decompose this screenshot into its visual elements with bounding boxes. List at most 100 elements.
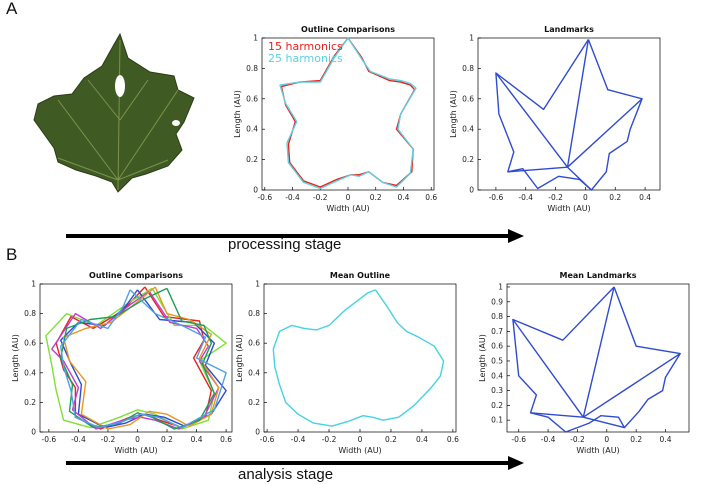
analysis-arrow xyxy=(66,456,524,470)
mean-outline-series-0-line xyxy=(272,289,445,427)
y-tick-label: 0.3 xyxy=(491,386,503,395)
x-tick-label: -0.4 xyxy=(541,435,556,444)
x-tick-label: 0.6 xyxy=(447,435,459,444)
x-tick-label: 0.4 xyxy=(191,435,203,444)
y-axis-label: Length (AU) xyxy=(11,334,20,382)
y-tick-label: 0.7 xyxy=(491,327,503,336)
x-axis-label: Width (AU) xyxy=(338,446,381,455)
outline-comparisons-b-series-5-line xyxy=(60,287,216,430)
landmarks-a-chart: -0.6 -0.4 -0.2 0 0.2 0.4 0 0.2 0.4 0.6 0.8 1 Landmar… xyxy=(449,25,661,213)
y-tick-label: 0.2 xyxy=(246,155,258,164)
outline-comparisons-b-series-6-line xyxy=(60,289,227,429)
chart-title: Mean Landmarks xyxy=(560,271,637,280)
x-tick-label: 0 xyxy=(604,435,609,444)
mean-outline-chart: -0.6 -0.4 -0.2 0 0.2 0.4 0.6 0 0.2 0.4 0.6 0.8 1 Mean… xyxy=(235,271,459,455)
x-tick-label: 0.4 xyxy=(416,435,428,444)
y-tick-label: 0.8 xyxy=(246,64,258,73)
plot-frame xyxy=(477,37,661,191)
x-axis-label: Width (AU) xyxy=(114,446,157,455)
leaf-hole xyxy=(115,75,125,97)
mean-landmarks-series-2-line xyxy=(582,353,681,418)
x-tick-label: -0.6 xyxy=(489,193,504,202)
y-tick-label: 0.2 xyxy=(248,398,260,407)
x-tick-label: 0.2 xyxy=(370,193,382,202)
x-tick-label: -0.2 xyxy=(548,193,563,202)
landmarks-a-series-2-line xyxy=(567,98,643,168)
x-tick-label: -0.6 xyxy=(42,435,57,444)
y-tick-label: 0.4 xyxy=(248,368,260,377)
x-tick-label: -0.6 xyxy=(511,435,526,444)
x-tick-label: 0 xyxy=(346,193,351,202)
y-tick-label: 0.8 xyxy=(491,312,503,321)
x-tick-label: 0.6 xyxy=(220,435,232,444)
x-axis-label: Width (AU) xyxy=(326,204,369,213)
y-tick-label: 0.1 xyxy=(491,416,503,425)
mean-landmarks-chart: -0.6 -0.4 -0.2 0 0.2 0.4 0.1 0.2 0.3 0.4 0.5 0.6 0.7… xyxy=(478,271,690,455)
y-tick-label: 0.5 xyxy=(491,356,503,365)
y-tick-label: 0.4 xyxy=(491,371,503,380)
x-tick-label: -0.2 xyxy=(313,193,328,202)
y-tick-label: 0.9 xyxy=(491,297,503,306)
y-tick-label: 0.8 xyxy=(248,309,260,318)
x-tick-label: -0.6 xyxy=(257,193,272,202)
x-tick-label: -0.4 xyxy=(71,435,86,444)
landmarks-a-series-5-line xyxy=(567,166,592,191)
y-axis-label: Length (AU) xyxy=(478,334,487,382)
landmarks-a-series-3-line xyxy=(495,72,569,168)
x-tick-label: -0.6 xyxy=(260,435,275,444)
landmarks-a-series-4-line xyxy=(507,166,568,173)
analysis-stage-label: analysis stage xyxy=(238,466,334,483)
plot-frame xyxy=(39,283,233,433)
y-tick-label: 1 xyxy=(253,34,258,43)
legend-entry: 15 harmonics xyxy=(268,40,343,53)
outline-comparisons-a-chart: -0.6 -0.4 -0.2 0 0.2 0.4 0.6 0 0.2 0.4 0.6 0.8 1 Outl… xyxy=(233,25,437,213)
y-axis-label: Length (AU) xyxy=(235,334,244,382)
y-tick-label: 0.8 xyxy=(462,64,474,73)
y-tick-label: 0 xyxy=(253,186,258,195)
y-tick-label: 0 xyxy=(255,428,260,437)
x-tick-label: -0.2 xyxy=(570,435,585,444)
processing-arrow xyxy=(66,229,524,243)
y-tick-label: 0.6 xyxy=(248,339,260,348)
x-tick-label: 0.4 xyxy=(639,193,651,202)
outline-comparisons-b-series-4-line xyxy=(62,286,220,430)
x-tick-label: 0.2 xyxy=(609,193,621,202)
outline-comparisons-b-series-1-line xyxy=(45,287,227,430)
x-tick-label: -0.2 xyxy=(101,435,116,444)
leaf-photo xyxy=(33,32,195,193)
chart-title: Mean Outline xyxy=(330,271,391,280)
legend-entry: 25 harmonics xyxy=(268,52,343,65)
x-tick-label: 0.6 xyxy=(425,193,437,202)
mean-landmarks-series-5-line xyxy=(583,416,625,429)
leaf-veins xyxy=(57,39,179,191)
landmarks-a-series-0-line xyxy=(495,39,643,191)
x-tick-label: 0 xyxy=(583,193,588,202)
x-tick-label: -0.4 xyxy=(291,435,306,444)
y-axis-label: Length (AU) xyxy=(233,90,242,138)
y-tick-label: 0.2 xyxy=(462,155,474,164)
x-tick-label: -0.4 xyxy=(285,193,300,202)
y-axis-label: Length (AU) xyxy=(449,90,458,138)
y-tick-label: 0.2 xyxy=(24,398,36,407)
plot-frame xyxy=(506,283,690,433)
x-tick-label: -0.2 xyxy=(322,435,337,444)
x-tick-label: 0 xyxy=(358,435,363,444)
y-tick-label: 0 xyxy=(469,186,474,195)
y-tick-label: 0.4 xyxy=(462,125,474,134)
y-tick-label: 1 xyxy=(498,282,503,291)
x-tick-label: 0.4 xyxy=(660,435,672,444)
x-tick-label: 0 xyxy=(135,435,140,444)
mean-landmarks-series-0-line xyxy=(512,286,681,433)
y-tick-label: 0.6 xyxy=(246,94,258,103)
y-tick-label: 0.6 xyxy=(462,94,474,103)
x-tick-label: -0.4 xyxy=(518,193,533,202)
mean-landmarks-series-1-line xyxy=(582,286,615,418)
x-tick-label: 0.2 xyxy=(385,435,397,444)
chart-title: Outline Comparisons xyxy=(301,25,395,34)
panel-a-letter: A xyxy=(6,0,18,18)
x-axis-label: Width (AU) xyxy=(576,446,619,455)
y-tick-label: 1 xyxy=(255,280,260,289)
x-axis-label: Width (AU) xyxy=(547,204,590,213)
y-tick-label: 0.6 xyxy=(491,342,503,351)
